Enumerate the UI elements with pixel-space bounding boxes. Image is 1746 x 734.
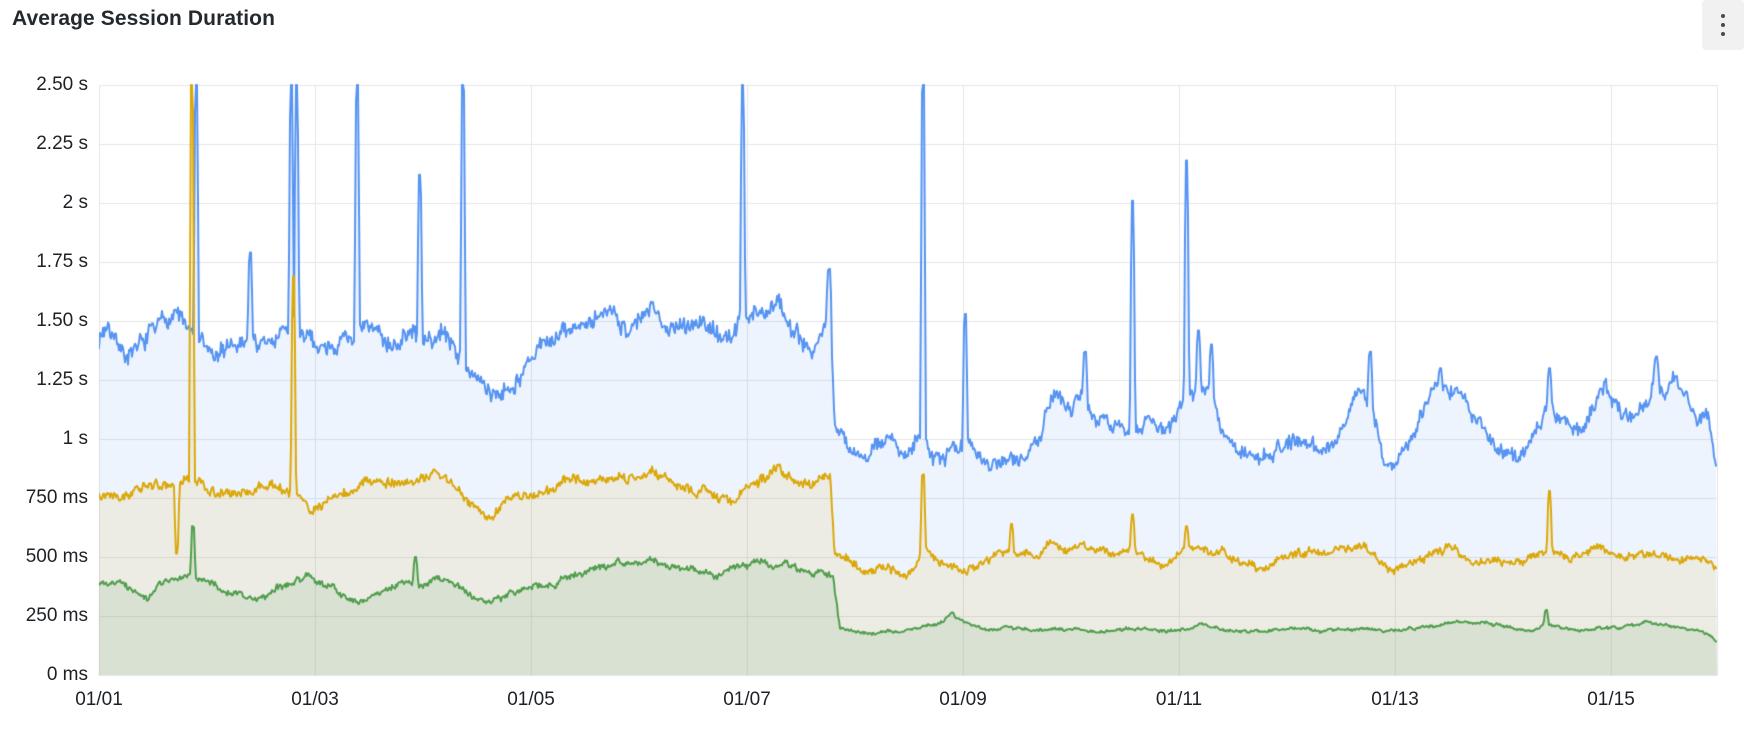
kebab-vertical-icon	[1721, 14, 1725, 36]
y-axis-tick-label: 1.50 s	[36, 310, 88, 331]
x-axis-tick-label: 01/13	[1371, 689, 1419, 710]
panel-header: Average Session Duration	[0, 0, 1746, 52]
x-axis-tick-label: 01/11	[1155, 689, 1203, 710]
x-axis-tick-label: 01/01	[75, 689, 123, 710]
x-axis-tick-label: 01/09	[939, 689, 987, 710]
y-axis-tick-label: 1.75 s	[36, 251, 88, 272]
x-axis-tick-label: 01/03	[291, 689, 339, 710]
panel-menu-button[interactable]	[1702, 0, 1744, 50]
y-axis-tick-label: 250 ms	[25, 605, 88, 626]
y-axis-tick-label: 2.50 s	[36, 74, 88, 95]
y-axis-tick-label: 1.25 s	[36, 369, 88, 390]
x-axis-tick-label: 01/05	[507, 689, 555, 710]
x-axis-tick-label: 01/07	[723, 689, 771, 710]
x-axis-tick-label: 01/15	[1587, 689, 1635, 710]
y-axis-tick-label: 2.25 s	[36, 133, 88, 154]
y-axis-tick-label: 0 ms	[46, 664, 88, 685]
y-axis-tick-label: 500 ms	[25, 546, 88, 567]
panel-title: Average Session Duration	[12, 7, 276, 30]
y-axis-tick-label: 750 ms	[25, 487, 88, 508]
y-axis-tick-label: 2 s	[62, 192, 88, 213]
y-axis-tick-label: 1 s	[62, 428, 88, 449]
